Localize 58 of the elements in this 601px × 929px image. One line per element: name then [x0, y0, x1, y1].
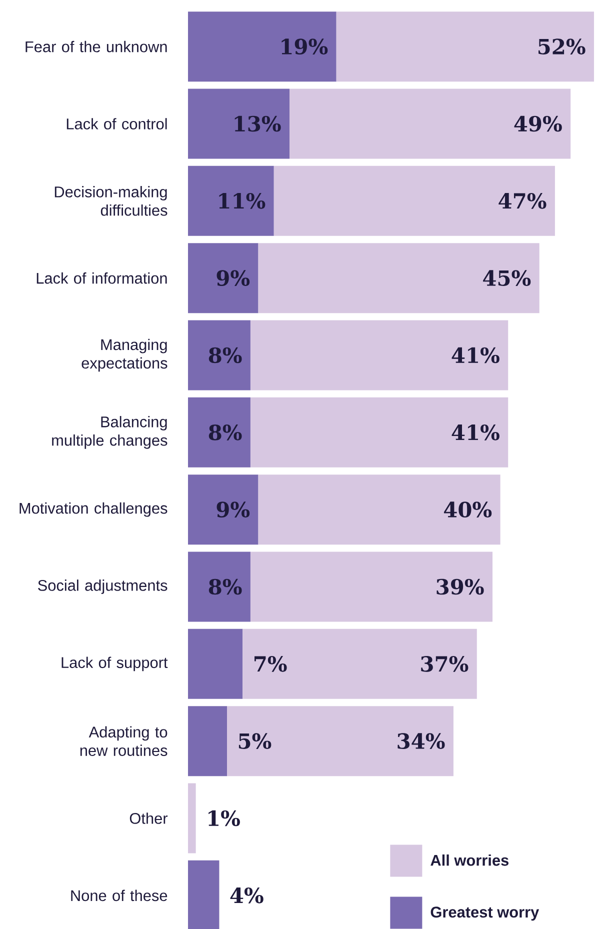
- data-label: 13%: [234, 116, 281, 132]
- bar: [336, 12, 594, 82]
- y-tick-label: Lack of control: [66, 118, 167, 130]
- total-label: 1%: [208, 810, 240, 826]
- bar: [250, 320, 508, 390]
- total-label: 41%: [452, 424, 500, 440]
- legend-label: All worries: [430, 854, 508, 866]
- bar: [290, 88, 571, 159]
- bar: [188, 860, 220, 929]
- bar: [188, 166, 274, 236]
- data-label: 9%: [216, 270, 250, 286]
- bar: [250, 552, 492, 622]
- bar: [188, 552, 250, 622]
- bar: [188, 474, 258, 545]
- bar: [250, 397, 508, 468]
- bar: [188, 706, 228, 776]
- data-label: 7%: [254, 656, 287, 672]
- bar: [258, 474, 500, 545]
- y-tick-label: None of these: [71, 890, 168, 902]
- total-label: 47%: [498, 193, 546, 209]
- bar: [188, 243, 258, 314]
- data-label: 11%: [219, 193, 266, 209]
- total-label: 41%: [452, 347, 500, 364]
- bar: [188, 397, 250, 468]
- bar: [188, 783, 196, 854]
- y-tick-label: Lack of information: [36, 272, 167, 284]
- bar: [188, 12, 336, 82]
- data-label: 8%: [208, 578, 242, 595]
- bar: [188, 320, 250, 390]
- data-label: 8%: [208, 347, 242, 364]
- total-label: 40%: [444, 502, 492, 518]
- y-tick-label: Lack of support: [62, 656, 168, 672]
- total-label: 52%: [538, 38, 586, 54]
- bar: [274, 166, 555, 236]
- y-tick-label: Motivation challenges: [20, 502, 168, 517]
- data-label: 8%: [208, 424, 242, 440]
- total-label: 34%: [398, 733, 445, 750]
- total-label: 45%: [483, 270, 531, 286]
- y-tick-label: Other: [130, 812, 168, 824]
- y-tick-label: Decision-making difficulties: [54, 186, 168, 216]
- y-tick-label: Fear of the unknown: [26, 40, 167, 52]
- total-label: 39%: [436, 578, 484, 595]
- bar: [188, 628, 243, 699]
- y-tick-label: Managing expectations: [82, 338, 168, 372]
- y-tick-label: Adapting to new routines: [80, 726, 168, 756]
- legend-label: Greatest worry: [430, 906, 540, 921]
- total-label: 49%: [514, 116, 562, 132]
- y-tick-label: Balancing multiple changes: [52, 416, 168, 449]
- bar: [258, 243, 540, 314]
- data-label: 4%: [230, 888, 264, 904]
- data-label: 9%: [216, 502, 250, 518]
- bar: [227, 706, 454, 776]
- bar: [188, 88, 290, 159]
- bar: [242, 628, 477, 699]
- data-label: 5%: [238, 733, 272, 750]
- total-label: 37%: [421, 656, 468, 672]
- y-tick-label: Social adjustments: [38, 580, 168, 594]
- data-label: 19%: [282, 38, 328, 54]
